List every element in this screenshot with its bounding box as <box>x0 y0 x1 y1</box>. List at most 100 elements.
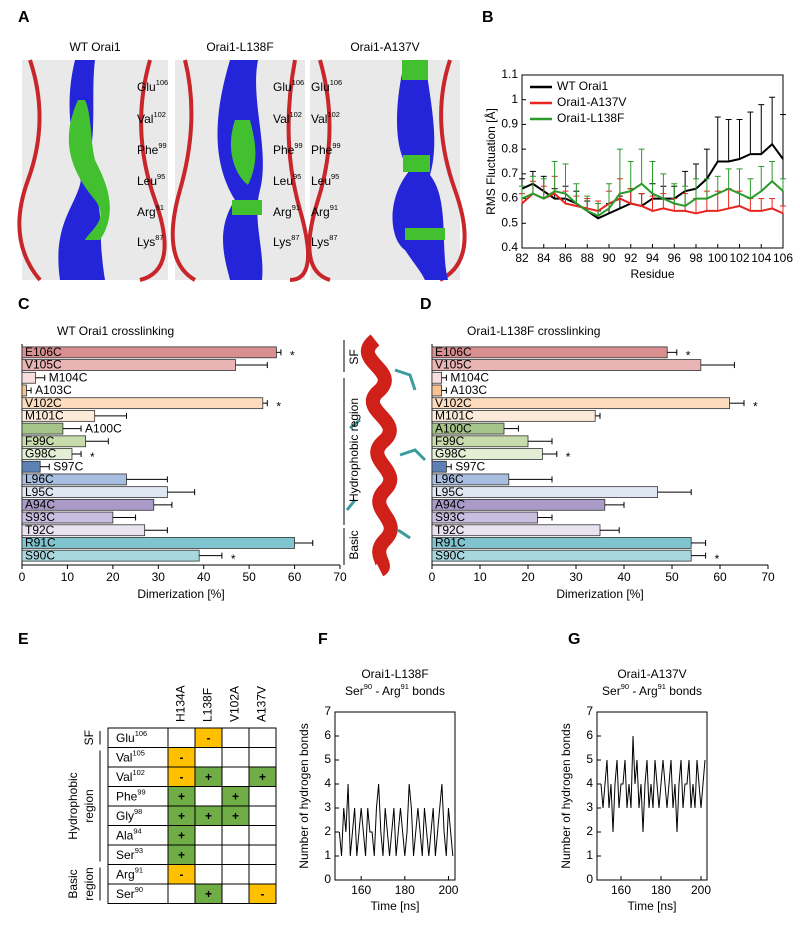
x-tick-label: 88 <box>581 251 595 265</box>
residue-label: Arg91 <box>273 203 300 219</box>
x-tick-label: 104 <box>751 251 771 265</box>
bar <box>21 460 41 473</box>
table-cell <box>167 883 196 904</box>
residue-label: Glu106 <box>273 78 304 94</box>
x-axis-label: Residue <box>630 267 674 281</box>
bar-label: L95C <box>25 485 54 499</box>
significance-mark: * <box>686 349 691 363</box>
y-tick-label: 1.1 <box>501 67 518 81</box>
cell-mark: - <box>180 867 184 881</box>
bar <box>431 371 443 384</box>
significance-mark: * <box>715 552 720 566</box>
cell-mark: - <box>207 731 211 745</box>
x-tick-label: 60 <box>713 570 727 584</box>
x-tick-label: 180 <box>395 883 415 897</box>
subtitle-part: 90 <box>621 682 629 691</box>
subtitle-part: - Arg <box>372 684 401 698</box>
x-tick-label: 106 <box>773 251 793 265</box>
y-tick-label: 3 <box>324 800 331 814</box>
data-line <box>521 179 784 218</box>
residue-label: Glu106 <box>137 78 168 94</box>
residue-number: 95 <box>293 172 301 181</box>
y-tick-label: 2 <box>324 824 331 838</box>
cell-mark: + <box>232 809 239 823</box>
x-tick-label: 200 <box>691 883 711 897</box>
residue-name: Lys <box>137 235 155 249</box>
x-tick-label: 160 <box>351 883 371 897</box>
significance-mark: * <box>290 349 295 363</box>
pore-constriction <box>402 60 445 240</box>
y-tick-label: 4 <box>586 776 593 790</box>
x-axis-label: Dimerization [%] <box>556 587 643 601</box>
residue-name: Arg <box>311 205 330 219</box>
region-label: Hydrophobic region <box>347 398 361 502</box>
table-cell <box>194 864 223 885</box>
residue-name: Val <box>137 112 153 126</box>
bar-label: E106C <box>25 345 62 359</box>
plot-frame <box>334 711 456 881</box>
y-tick-label: 0.4 <box>501 240 518 254</box>
table-cell <box>248 864 277 885</box>
residue-number: 106 <box>156 78 168 87</box>
region-label: Basic <box>347 530 361 559</box>
x-axis-label: Time [ns] <box>371 899 420 913</box>
x-tick-label: 94 <box>646 251 660 265</box>
x-axis-label: Dimerization [%] <box>137 587 224 601</box>
table-cell <box>248 844 277 865</box>
bar-label: M101C <box>25 409 64 423</box>
x-tick-label: 20 <box>106 570 120 584</box>
y-tick-label: 0.5 <box>501 215 518 229</box>
chart-title: WT Orai1 crosslinking <box>57 324 174 338</box>
residue-name: Ser <box>116 887 135 901</box>
residue-label: Leu95 <box>137 172 165 188</box>
subtitle-part: bonds <box>666 684 702 698</box>
x-tick-label: 200 <box>438 883 458 897</box>
residue-number: 99 <box>332 141 340 150</box>
residue-name: Phe <box>116 789 138 803</box>
panel-label: A <box>18 9 30 26</box>
x-tick-label: 0 <box>19 570 26 584</box>
residue-name: Phe <box>311 143 333 157</box>
bar <box>431 384 443 397</box>
image-title: WT Orai1 <box>69 40 120 54</box>
y-tick-label: 4 <box>324 776 331 790</box>
x-tick-label: 96 <box>668 251 682 265</box>
x-tick-label: 98 <box>689 251 703 265</box>
residue-name: Glu <box>311 80 330 94</box>
x-tick-label: 70 <box>333 570 347 584</box>
region-label: region <box>82 789 96 822</box>
cell-mark: + <box>178 828 185 842</box>
bar-label: A100C <box>85 421 122 435</box>
y-tick-label: 6 <box>324 728 331 742</box>
bar <box>21 384 27 397</box>
panel-label: E <box>18 631 29 648</box>
chart-subtitle: Ser90 - Arg91 bonds <box>602 682 702 698</box>
bar-label: F99C <box>435 434 465 448</box>
residue-number: 106 <box>292 78 304 87</box>
region-label: Hydrophobic <box>66 772 80 839</box>
region-label: region <box>82 867 96 900</box>
significance-mark: * <box>566 450 571 464</box>
x-tick-label: 40 <box>197 570 211 584</box>
bar-label: S93C <box>25 510 55 524</box>
residue-number: 94 <box>133 827 141 836</box>
residue-label: Ser90 <box>116 885 143 901</box>
table-cell <box>221 727 250 748</box>
bar-label: S97C <box>53 459 83 473</box>
cell-mark: + <box>178 848 185 862</box>
table-cell <box>194 747 223 768</box>
residue-label: Ala94 <box>116 827 142 843</box>
bar-label: S90C <box>25 548 55 562</box>
x-tick-label: 20 <box>521 570 535 584</box>
residue-label: Val102 <box>311 110 340 126</box>
residue-name: Leu <box>137 174 157 188</box>
panel-label: C <box>18 296 30 313</box>
table-cell <box>194 786 223 807</box>
bar-label: T92C <box>25 523 55 537</box>
x-tick-label: 70 <box>761 570 775 584</box>
table-cell <box>221 883 250 904</box>
residue-number: 102 <box>327 110 339 119</box>
residue-name: Glu <box>273 80 292 94</box>
y-tick-label: 0.7 <box>501 166 518 180</box>
residue-number: 91 <box>292 203 300 212</box>
